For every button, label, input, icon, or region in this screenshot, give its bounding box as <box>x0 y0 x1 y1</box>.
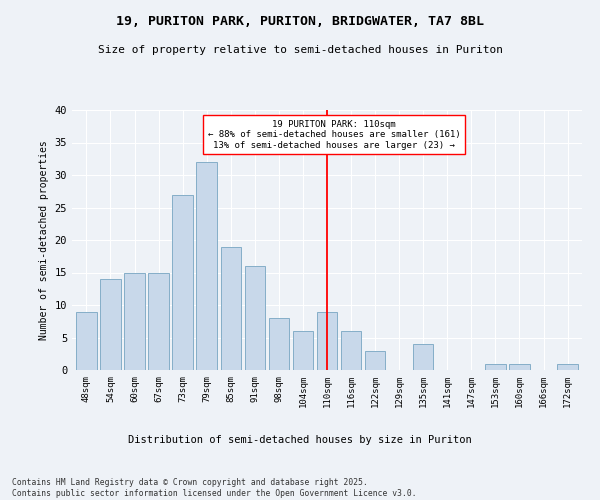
Bar <box>172 194 193 370</box>
Bar <box>124 272 145 370</box>
Bar <box>269 318 289 370</box>
Bar <box>485 364 506 370</box>
Bar <box>509 364 530 370</box>
Bar <box>293 331 313 370</box>
Text: 19 PURITON PARK: 110sqm
← 88% of semi-detached houses are smaller (161)
13% of s: 19 PURITON PARK: 110sqm ← 88% of semi-de… <box>208 120 461 150</box>
Text: Size of property relative to semi-detached houses in Puriton: Size of property relative to semi-detach… <box>97 45 503 55</box>
Bar <box>365 350 385 370</box>
Bar <box>148 272 169 370</box>
Bar <box>557 364 578 370</box>
Bar <box>76 312 97 370</box>
Bar <box>341 331 361 370</box>
Text: 19, PURITON PARK, PURITON, BRIDGWATER, TA7 8BL: 19, PURITON PARK, PURITON, BRIDGWATER, T… <box>116 15 484 28</box>
Bar <box>317 312 337 370</box>
Bar <box>245 266 265 370</box>
Text: Contains HM Land Registry data © Crown copyright and database right 2025.
Contai: Contains HM Land Registry data © Crown c… <box>12 478 416 498</box>
Bar <box>196 162 217 370</box>
Bar <box>413 344 433 370</box>
Y-axis label: Number of semi-detached properties: Number of semi-detached properties <box>39 140 49 340</box>
Bar <box>100 279 121 370</box>
Text: Distribution of semi-detached houses by size in Puriton: Distribution of semi-detached houses by … <box>128 435 472 445</box>
Bar <box>221 246 241 370</box>
